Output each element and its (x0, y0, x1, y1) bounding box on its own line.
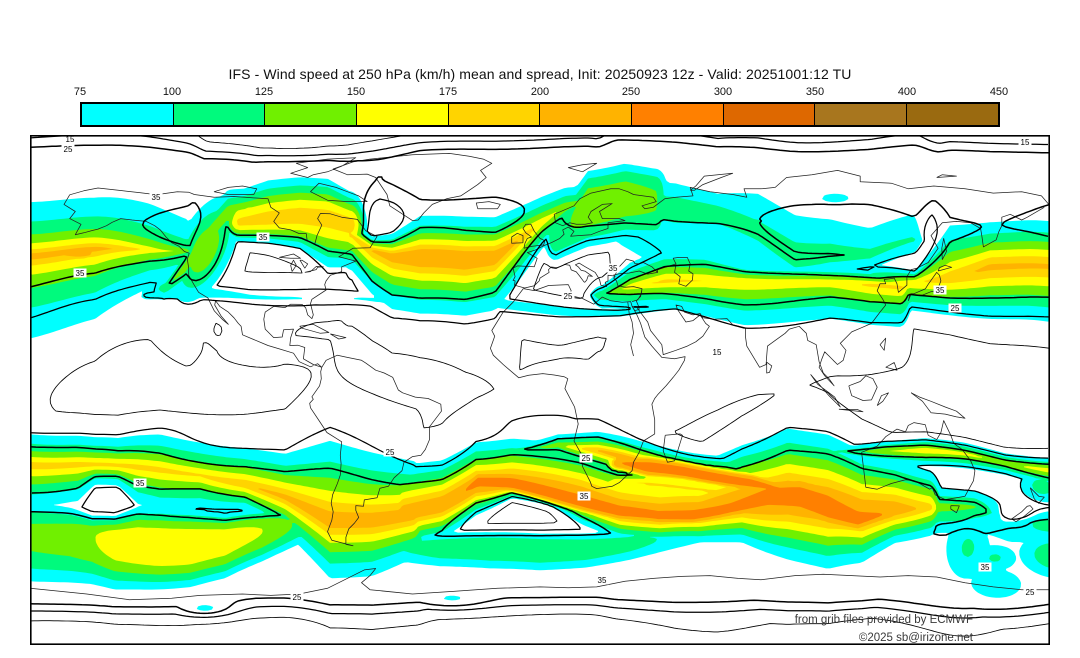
svg-text:25: 25 (951, 304, 960, 313)
svg-text:15: 15 (713, 348, 722, 357)
svg-text:25: 25 (64, 145, 73, 154)
svg-text:35: 35 (580, 492, 589, 501)
svg-text:25: 25 (293, 593, 302, 602)
svg-text:15: 15 (1021, 138, 1030, 147)
svg-text:25: 25 (564, 292, 573, 301)
svg-text:from grib files provided by EC: from grib files provided by ECMWF (795, 614, 973, 626)
svg-text:25: 25 (1026, 588, 1035, 597)
svg-text:35: 35 (152, 193, 161, 202)
svg-text:35: 35 (936, 286, 945, 295)
svg-text:15: 15 (66, 135, 75, 144)
svg-text:35: 35 (981, 563, 990, 572)
svg-text:35: 35 (136, 479, 145, 488)
svg-text:©2025 sb@irizone.net: ©2025 sb@irizone.net (859, 632, 974, 644)
svg-text:25: 25 (582, 454, 591, 463)
svg-text:35: 35 (609, 264, 618, 273)
svg-text:35: 35 (76, 269, 85, 278)
svg-text:35: 35 (598, 576, 607, 585)
svg-text:25: 25 (386, 448, 395, 457)
svg-text:35: 35 (259, 233, 268, 242)
